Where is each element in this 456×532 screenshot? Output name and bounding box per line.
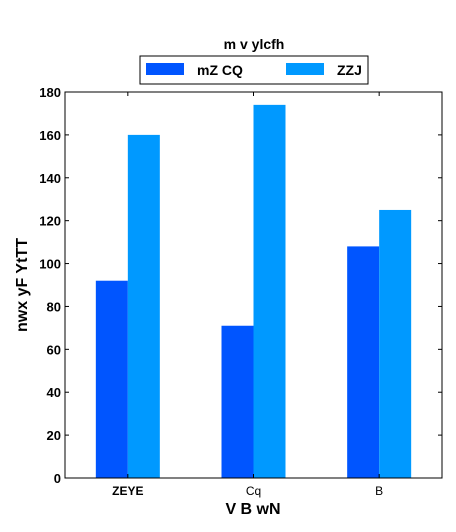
y-tick-label-180: 180 (39, 85, 61, 100)
y-tick-label-60: 60 (47, 342, 61, 357)
legend-label-ZZJ: ZZJ (337, 62, 362, 78)
legend-title: m v ylcfh (224, 36, 285, 52)
y-tick-label-20: 20 (47, 428, 61, 443)
y-tick-label-120: 120 (39, 214, 61, 229)
legend-swatch-ZZJ (286, 63, 324, 75)
x-tick-label-B: B (375, 484, 383, 498)
y-tick-label-140: 140 (39, 171, 61, 186)
legend: m v ylcfh mZ CQ ZZJ (139, 36, 369, 85)
bar-mZ-CQ-ZEYE (95, 280, 128, 478)
legend-swatch-mZ-CQ (146, 63, 184, 75)
y-tick-label-0: 0 (54, 471, 61, 486)
ticks-group: ZEYE Cq B 0 20 40 60 80 100 120 140 160 180 (39, 85, 442, 498)
bar-mZ-CQ-Cq (221, 325, 254, 478)
y-tick-label-80: 80 (47, 299, 61, 314)
bar-ZZJ-Cq (253, 104, 286, 478)
y-tick-label-40: 40 (47, 385, 61, 400)
bars-group (95, 104, 412, 478)
legend-label-mZ-CQ: mZ CQ (197, 62, 243, 78)
x-tick-label-ZEYE: ZEYE (112, 484, 143, 498)
y-tick-label-100: 100 (39, 257, 61, 272)
bar-ZZJ-ZEYE (127, 134, 160, 478)
x-tick-label-Cq: Cq (246, 484, 261, 498)
plot-frame (64, 91, 443, 479)
bar-mZ-CQ-B (347, 246, 380, 478)
bar-ZZJ-B (379, 209, 412, 478)
x-axis-label: V B wN (225, 501, 280, 518)
y-tick-label-160: 160 (39, 128, 61, 143)
y-axis-label: nwx yF YtTT (14, 238, 31, 332)
